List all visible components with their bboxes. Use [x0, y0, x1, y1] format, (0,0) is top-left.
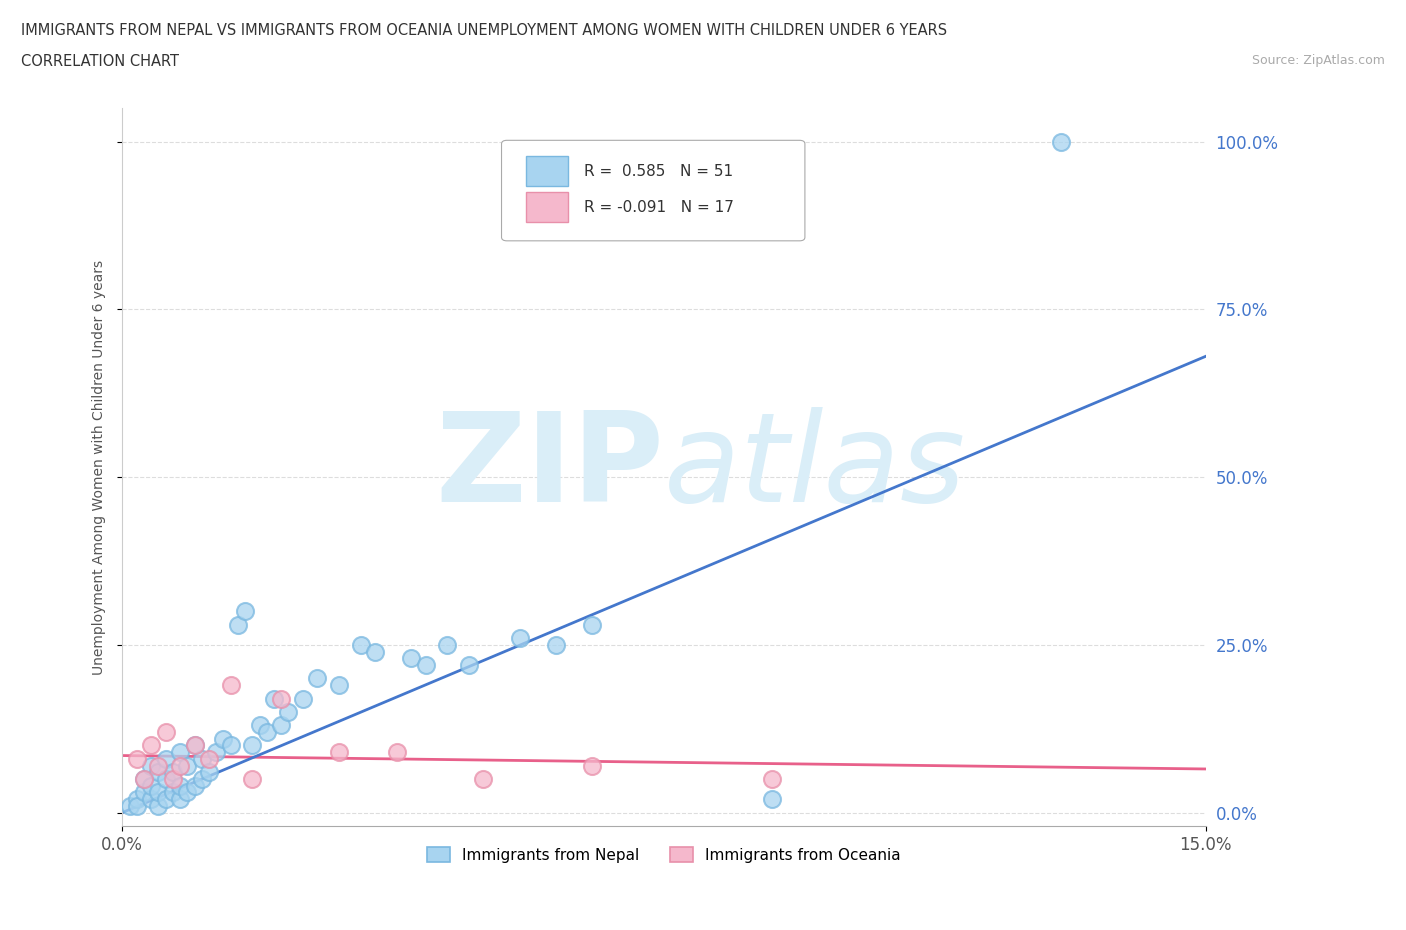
Point: [183, 738, 205, 753]
Point: [155, 772, 177, 787]
Y-axis label: Unemployment Among Women with Children Under 6 years: Unemployment Among Women with Children U…: [93, 259, 107, 674]
FancyBboxPatch shape: [526, 156, 568, 186]
Point: [148, 799, 170, 814]
Point: [581, 758, 603, 773]
Point: [256, 724, 278, 739]
FancyBboxPatch shape: [502, 140, 804, 241]
Point: [125, 751, 148, 766]
Point: [176, 785, 198, 800]
Point: [141, 791, 163, 806]
Point: [240, 772, 263, 787]
Point: [263, 691, 285, 706]
Point: [169, 791, 191, 806]
Point: [162, 772, 184, 787]
Point: [581, 618, 603, 632]
Legend: Immigrants from Nepal, Immigrants from Oceania: Immigrants from Nepal, Immigrants from O…: [420, 841, 907, 869]
Point: [249, 718, 271, 733]
Point: [761, 791, 783, 806]
Text: atlas: atlas: [664, 406, 966, 527]
Point: [761, 772, 783, 787]
Point: [162, 785, 184, 800]
Text: R =  0.585   N = 51: R = 0.585 N = 51: [583, 164, 733, 179]
Point: [328, 678, 350, 693]
Point: [219, 678, 242, 693]
Point: [212, 731, 235, 746]
Point: [148, 785, 170, 800]
Point: [198, 764, 221, 779]
FancyBboxPatch shape: [526, 192, 568, 222]
Point: [436, 637, 458, 652]
Point: [141, 758, 163, 773]
Point: [350, 637, 373, 652]
Point: [132, 772, 155, 787]
Text: Source: ZipAtlas.com: Source: ZipAtlas.com: [1251, 54, 1385, 67]
Point: [141, 778, 163, 793]
Point: [176, 758, 198, 773]
Point: [277, 705, 299, 720]
Point: [219, 738, 242, 753]
Point: [169, 758, 191, 773]
Point: [240, 738, 263, 753]
Point: [233, 604, 256, 618]
Point: [162, 764, 184, 779]
Point: [132, 785, 155, 800]
Point: [385, 745, 408, 760]
Point: [155, 791, 177, 806]
Point: [198, 751, 221, 766]
Point: [226, 618, 249, 632]
Point: [270, 691, 292, 706]
Point: [205, 745, 228, 760]
Text: R = -0.091   N = 17: R = -0.091 N = 17: [583, 200, 734, 215]
Text: CORRELATION CHART: CORRELATION CHART: [21, 54, 179, 69]
Point: [415, 658, 437, 672]
Point: [458, 658, 481, 672]
Point: [169, 745, 191, 760]
Point: [544, 637, 567, 652]
Point: [148, 758, 170, 773]
Point: [1050, 134, 1073, 149]
Point: [125, 799, 148, 814]
Point: [118, 799, 141, 814]
Point: [399, 651, 422, 666]
Point: [190, 751, 212, 766]
Point: [183, 738, 205, 753]
Point: [155, 724, 177, 739]
Point: [169, 778, 191, 793]
Point: [472, 772, 495, 787]
Point: [155, 751, 177, 766]
Point: [148, 764, 170, 779]
Point: [328, 745, 350, 760]
Text: IMMIGRANTS FROM NEPAL VS IMMIGRANTS FROM OCEANIA UNEMPLOYMENT AMONG WOMEN WITH C: IMMIGRANTS FROM NEPAL VS IMMIGRANTS FROM…: [21, 23, 948, 38]
Point: [125, 791, 148, 806]
Point: [509, 631, 531, 645]
Point: [307, 671, 329, 685]
Text: ZIP: ZIP: [436, 406, 664, 527]
Point: [364, 644, 387, 659]
Point: [141, 738, 163, 753]
Point: [183, 778, 205, 793]
Point: [190, 772, 212, 787]
Point: [291, 691, 314, 706]
Point: [270, 718, 292, 733]
Point: [132, 772, 155, 787]
